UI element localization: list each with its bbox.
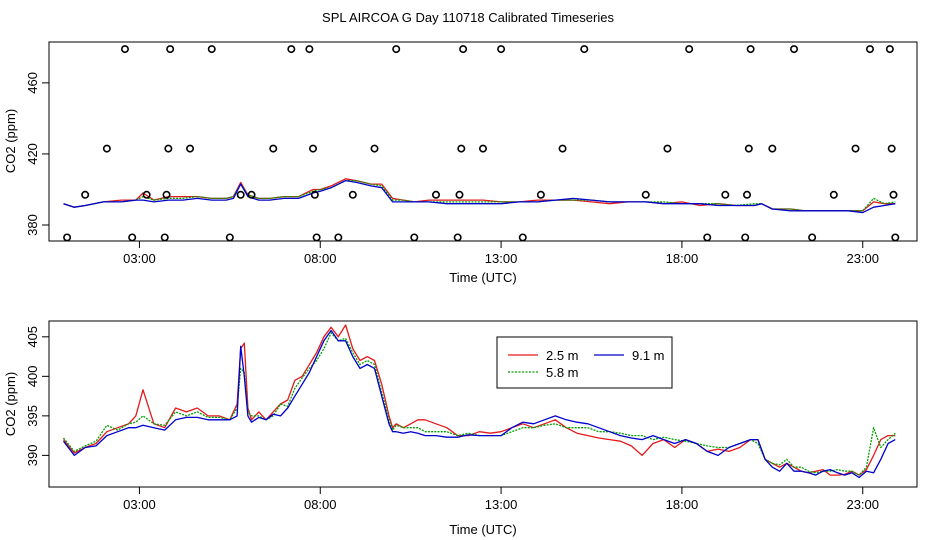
- marker-point: [410, 233, 419, 242]
- top-y-axis: 380 420 460: [25, 72, 49, 236]
- bottom-series-layer: [62, 324, 896, 479]
- marker-point: [685, 45, 694, 54]
- marker-point: [518, 233, 527, 242]
- marker-point: [887, 144, 896, 153]
- top-x-tick-label: 03:00: [123, 251, 156, 266]
- marker-point: [236, 190, 245, 199]
- marker-point: [744, 144, 753, 153]
- marker-point: [453, 233, 462, 242]
- bottom-y-tick-label: 390: [25, 445, 40, 467]
- bottom-x-tick-label: 13:00: [485, 497, 518, 512]
- marker-point: [310, 190, 319, 199]
- marker-point: [63, 233, 72, 242]
- marker-point: [891, 233, 900, 242]
- marker-point: [478, 144, 487, 153]
- marker-point: [768, 144, 777, 153]
- marker-point: [247, 190, 256, 199]
- top-x-tick-label: 08:00: [304, 251, 337, 266]
- bottom-series-9-1-m: [62, 329, 896, 479]
- top-series-9-1-m: [63, 179, 896, 214]
- top-x-axis: 03:00 08:00 13:00 18:00 23:00: [123, 241, 879, 266]
- bottom-y-axis: 390 395 400 405: [25, 326, 49, 466]
- bottom-plot-frame: [48, 320, 918, 488]
- marker-point: [455, 190, 464, 199]
- marker-point: [81, 190, 90, 199]
- marker-point: [160, 233, 169, 242]
- marker-point: [334, 233, 343, 242]
- bottom-y-axis-label: CO2 (ppm): [3, 372, 18, 436]
- marker-point: [370, 144, 379, 153]
- top-y-tick-label: 460: [25, 72, 40, 94]
- marker-point: [743, 190, 752, 199]
- marker-point: [162, 190, 171, 199]
- marker-point: [536, 190, 545, 199]
- top-x-tick-label: 13:00: [485, 251, 518, 266]
- bottom-x-tick-label: 23:00: [846, 497, 879, 512]
- top-x-tick-label: 23:00: [846, 251, 879, 266]
- marker-point: [305, 45, 314, 54]
- marker-point: [269, 144, 278, 153]
- top-plot-frame: [48, 41, 918, 242]
- marker-point: [721, 190, 730, 199]
- bottom-series-5-8-m: [62, 332, 896, 476]
- bottom-x-axis: 03:00 08:00 13:00 18:00 23:00: [123, 487, 879, 512]
- marker-point: [889, 190, 898, 199]
- marker-point: [459, 45, 468, 54]
- marker-point: [741, 233, 750, 242]
- bottom-x-tick-label: 08:00: [304, 497, 337, 512]
- marker-point: [207, 45, 216, 54]
- marker-point: [287, 45, 296, 54]
- marker-point: [457, 144, 466, 153]
- marker-point: [225, 233, 234, 242]
- top-y-tick-label: 420: [25, 143, 40, 165]
- marker-point: [851, 144, 860, 153]
- marker-point: [790, 45, 799, 54]
- marker-point: [348, 190, 357, 199]
- marker-point: [142, 190, 151, 199]
- bottom-y-tick-label: 405: [25, 326, 40, 348]
- marker-point: [392, 45, 401, 54]
- bottom-x-axis-label: Time (UTC): [449, 522, 516, 537]
- marker-point: [497, 45, 506, 54]
- marker-point: [186, 144, 195, 153]
- top-y-axis-label: CO2 (ppm): [3, 109, 18, 173]
- top-y-tick-label: 380: [25, 214, 40, 236]
- bottom-panel: 03:00 08:00 13:00 18:00 23:00 390 395 400 405 T…: [3, 320, 918, 537]
- marker-point: [663, 144, 672, 153]
- marker-point: [885, 45, 894, 54]
- legend-label-5-8m: 5.8 m: [546, 365, 579, 380]
- marker-point: [102, 144, 111, 153]
- legend-label-9-1m: 9.1 m: [632, 348, 665, 363]
- top-x-axis-label: Time (UTC): [449, 270, 516, 285]
- marker-point: [703, 233, 712, 242]
- marker-point: [164, 144, 173, 153]
- marker-point: [746, 45, 755, 54]
- top-marker-layer: [63, 45, 900, 242]
- marker-point: [312, 233, 321, 242]
- marker-point: [431, 190, 440, 199]
- marker-point: [309, 144, 318, 153]
- marker-point: [829, 190, 838, 199]
- marker-point: [641, 190, 650, 199]
- marker-point: [808, 233, 817, 242]
- marker-point: [865, 45, 874, 54]
- top-series-layer: [63, 178, 896, 214]
- legend: 2.5 m 9.1 m 5.8 m: [496, 336, 673, 389]
- top-x-tick-label: 18:00: [666, 251, 699, 266]
- legend-box: [496, 336, 673, 389]
- marker-point: [558, 144, 567, 153]
- legend-label-2-5m: 2.5 m: [546, 348, 579, 363]
- bottom-y-tick-label: 395: [25, 405, 40, 427]
- marker-point: [580, 45, 589, 54]
- bottom-y-tick-label: 400: [25, 365, 40, 387]
- marker-point: [120, 45, 129, 54]
- marker-point: [128, 233, 137, 242]
- bottom-x-tick-label: 18:00: [666, 497, 699, 512]
- marker-point: [166, 45, 175, 54]
- bottom-x-tick-label: 03:00: [123, 497, 156, 512]
- chart-title: SPL AIRCOA G Day 110718 Calibrated Times…: [322, 10, 614, 25]
- top-panel: 03:00 08:00 13:00 18:00 23:00 380 420 460 Time…: [3, 41, 918, 285]
